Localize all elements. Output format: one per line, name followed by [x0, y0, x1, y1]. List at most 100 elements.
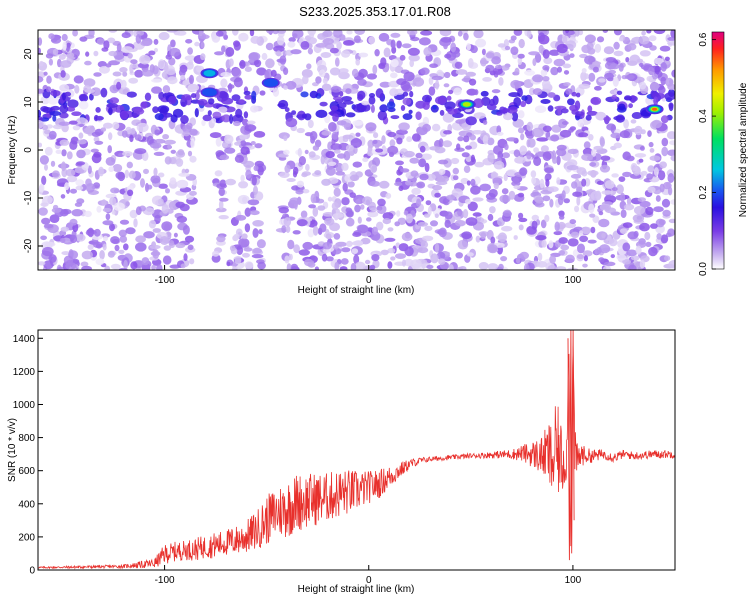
heatmap-cell: [322, 242, 332, 250]
colorbar-label: Normalized spectral amplitude: [738, 82, 749, 217]
heatmap-cell: [473, 98, 484, 109]
heatmap-cell: [604, 72, 614, 80]
heatmap-cell: [667, 149, 675, 157]
heatmap-cell: [549, 198, 554, 208]
heatmap-cell: [357, 94, 364, 101]
heatmap-cell: [120, 110, 129, 120]
heatmap-cell: [455, 69, 468, 75]
heatmap-y-label: Frequency (Hz): [7, 116, 18, 185]
heatmap-cell: [567, 98, 575, 106]
heatmap-cell: [306, 37, 317, 45]
heatmap-cell: [375, 148, 384, 153]
heatmap-cell: [670, 199, 675, 205]
heatmap-cell: [432, 123, 441, 132]
heatmap-cell: [639, 200, 651, 208]
heatmap-cell: [161, 221, 173, 232]
heatmap-cell: [571, 181, 578, 189]
heatmap-cell: [470, 45, 478, 54]
heatmap-cell: [333, 187, 341, 197]
heatmap-cell: [314, 170, 322, 176]
heatmap-cell: [321, 130, 332, 136]
heatmap-cell: [457, 208, 463, 217]
heatmap-cell: [304, 149, 309, 155]
heatmap-cell: [466, 252, 474, 257]
heatmap-cell: [73, 75, 84, 84]
heatmap-cell: [308, 151, 316, 158]
heatmap-cell: [312, 206, 319, 217]
heatmap-cell: [105, 63, 112, 68]
heatmap-cell: [366, 73, 377, 80]
heatmap-cell: [350, 262, 357, 270]
heatmap-cell: [277, 30, 286, 34]
heatmap-cell: [108, 107, 113, 116]
heatmap-cell: [651, 119, 662, 129]
heatmap-cell: [638, 35, 650, 45]
heatmap-cell: [467, 58, 474, 68]
heatmap-cell: [159, 236, 170, 245]
heatmap-cell: [343, 122, 351, 131]
heatmap-cell: [283, 217, 292, 227]
heatmap-cell: [502, 211, 512, 217]
heatmap-cell: [352, 232, 362, 237]
heatmap-cell: [616, 254, 627, 261]
heatmap-cell: [151, 78, 163, 83]
heatmap-cell: [465, 217, 478, 226]
heatmap-cell: [163, 245, 172, 251]
heatmap-cell: [232, 30, 239, 36]
heatmap-cell: [102, 207, 112, 213]
heatmap-cell: [526, 139, 531, 148]
heatmap-cell: [170, 39, 176, 48]
heatmap-cell: [162, 85, 171, 94]
heatmap-cell: [625, 74, 635, 80]
heatmap-cell: [48, 130, 57, 140]
heatmap-feature: [202, 88, 217, 97]
heatmap-cell: [523, 263, 530, 270]
heatmap-cell: [108, 166, 114, 173]
heatmap-cell: [59, 237, 66, 244]
heatmap-cell: [595, 111, 607, 121]
heatmap-cell: [390, 72, 398, 79]
heatmap-cell: [514, 67, 520, 75]
heatmap-cell: [534, 53, 542, 63]
heatmap-cell: [563, 198, 570, 204]
heatmap-cell: [490, 172, 499, 177]
heatmap-cell: [452, 167, 459, 175]
heatmap-cell: [333, 30, 343, 39]
heatmap-cell: [513, 185, 521, 190]
heatmap-cell: [38, 207, 48, 216]
heatmap-cell: [48, 58, 54, 66]
heatmap-cell: [118, 249, 125, 254]
heatmap-cell: [250, 35, 261, 44]
heatmap-cell: [108, 30, 118, 33]
heatmap-cell: [233, 77, 243, 88]
heatmap-cell: [616, 90, 623, 96]
heatmap-cell: [111, 210, 116, 215]
heatmap-cell: [504, 45, 511, 51]
heatmap-cell: [127, 53, 133, 59]
heatmap-cell: [357, 216, 362, 224]
heatmap-cell: [374, 49, 380, 57]
heatmap-cell: [480, 90, 489, 97]
y-tick-label: 1000: [13, 400, 36, 411]
heatmap-cell: [457, 30, 463, 37]
heatmap-cell: [372, 157, 381, 167]
heatmap-cell: [536, 137, 549, 142]
heatmap-cell: [551, 124, 562, 133]
heatmap-cell: [667, 186, 673, 196]
heatmap-cell: [417, 247, 429, 254]
heatmap-cell: [235, 214, 247, 221]
heatmap-cell: [412, 77, 425, 87]
heatmap-cell: [537, 252, 543, 262]
heatmap-cell: [407, 30, 418, 36]
heatmap-cell: [167, 144, 172, 150]
heatmap-cell: [338, 71, 350, 80]
heatmap-cell: [318, 69, 326, 78]
heatmap-cell: [503, 113, 513, 121]
heatmap-cell: [647, 165, 655, 173]
heatmap-cell: [218, 215, 229, 220]
heatmap-cell: [143, 231, 155, 239]
heatmap-cell: [121, 130, 128, 138]
heatmap-cell: [547, 105, 554, 112]
heatmap-cell: [635, 245, 642, 255]
heatmap-cell: [244, 261, 254, 270]
